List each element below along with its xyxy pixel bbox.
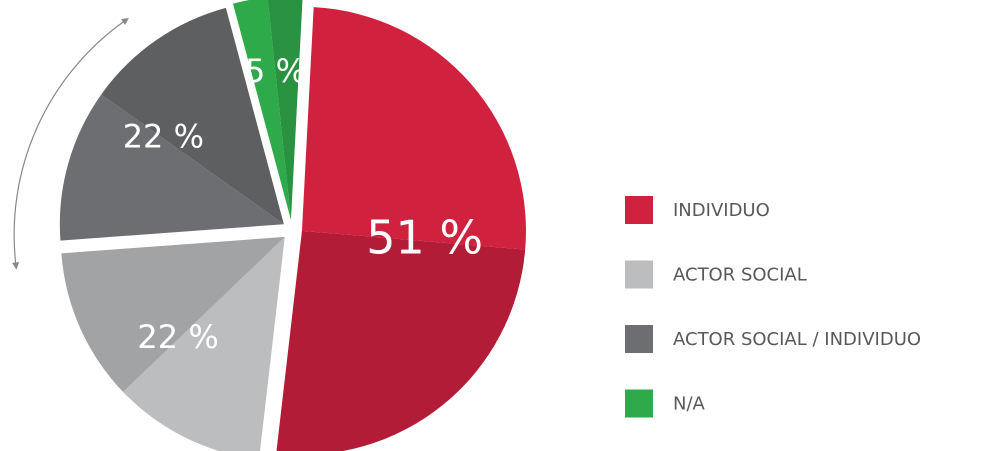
- slice-part: [61, 236, 285, 392]
- slice-part: [59, 94, 284, 241]
- slice: [61, 236, 285, 451]
- legend-swatch: [625, 389, 653, 418]
- legend-label: INDIVIDUO: [673, 200, 770, 221]
- legend-swatch: [625, 325, 653, 353]
- slice-part: [267, 0, 303, 221]
- slice-part: [232, 0, 291, 221]
- slice-part: [276, 230, 526, 451]
- slice-label: 5 %: [245, 52, 306, 90]
- legend-label: N/A: [673, 394, 706, 415]
- slice-part: [101, 7, 284, 225]
- slice: [232, 0, 303, 221]
- legend-label: ACTOR SOCIAL: [673, 265, 807, 286]
- slice-label: 22 %: [123, 118, 204, 156]
- slice-label: 51 %: [366, 211, 483, 265]
- legend-label: ACTOR SOCIAL / INDIVIDUO: [673, 329, 921, 350]
- legend-swatch: [625, 196, 653, 224]
- slice: [59, 7, 284, 241]
- legend-swatch: [625, 260, 653, 289]
- range-arrow: [11, 17, 129, 270]
- slice: [276, 7, 526, 451]
- slice-part: [123, 236, 285, 451]
- slice-part: [301, 7, 526, 250]
- legend: INDIVIDUO ACTOR SOCIAL ACTOR SOCIAL / INDI…: [625, 196, 921, 418]
- pie: 51 % 22 % 22 % 5 %: [59, 0, 526, 451]
- slice-label: 22 %: [137, 318, 218, 356]
